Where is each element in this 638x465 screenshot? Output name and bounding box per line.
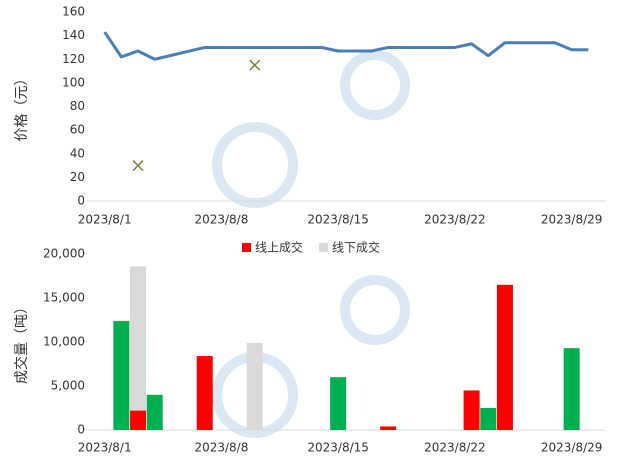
y-tick-label: 140 [62, 28, 85, 42]
watermark [212, 50, 410, 438]
scatter-marker [249, 59, 261, 71]
x-tick-label: 2023/8/15 [307, 213, 369, 227]
y-tick-label: 40 [70, 146, 85, 160]
x-tick-label: 2023/8/8 [194, 213, 248, 227]
y-tick-label: 20,000 [43, 247, 85, 261]
bar [380, 426, 397, 430]
y-axis-title: 成交量（吨） [13, 300, 30, 384]
price-line [103, 31, 589, 61]
y-tick-label: 120 [62, 52, 85, 66]
bar [196, 356, 213, 430]
bar [463, 390, 480, 430]
bar [113, 320, 130, 430]
x-tick-label: 2023/8/15 [307, 441, 369, 455]
bar [563, 348, 580, 430]
x-tick-label: 2023/8/1 [78, 213, 132, 227]
y-tick-label: 20 [70, 170, 85, 184]
bar [146, 394, 163, 430]
x-tick-label: 2023/8/8 [194, 441, 248, 455]
y-tick-label: 100 [62, 75, 85, 89]
y-tick-label: 60 [70, 123, 85, 137]
y-tick-label: 0 [77, 423, 85, 437]
y-tick-label: 5,000 [51, 379, 85, 393]
legend-label: 线上成交 [255, 240, 303, 255]
x-tick-label: 2023/8/22 [424, 441, 486, 455]
y-tick-label: 15,000 [43, 291, 85, 305]
y-axis-title: 价格（元） [14, 72, 30, 142]
bar [330, 377, 347, 430]
x-tick-label: 2023/8/29 [541, 441, 603, 455]
x-tick-label: 2023/8/22 [424, 213, 486, 227]
x-tick-label: 2023/8/29 [541, 213, 603, 227]
legend-label: 线下成交 [332, 240, 380, 255]
y-tick-label: 0 [77, 194, 85, 208]
y-tick-label: 10,000 [43, 335, 85, 349]
scatter-marker [132, 160, 144, 172]
bar [130, 266, 147, 430]
bar [130, 410, 147, 430]
bar [496, 284, 513, 430]
bar [480, 408, 497, 430]
y-tick-label: 80 [70, 99, 85, 113]
legend-swatch [319, 243, 329, 252]
x-tick-label: 2023/8/1 [78, 441, 132, 455]
legend-swatch [242, 243, 251, 252]
y-tick-label: 160 [62, 5, 85, 19]
bar [246, 342, 263, 430]
